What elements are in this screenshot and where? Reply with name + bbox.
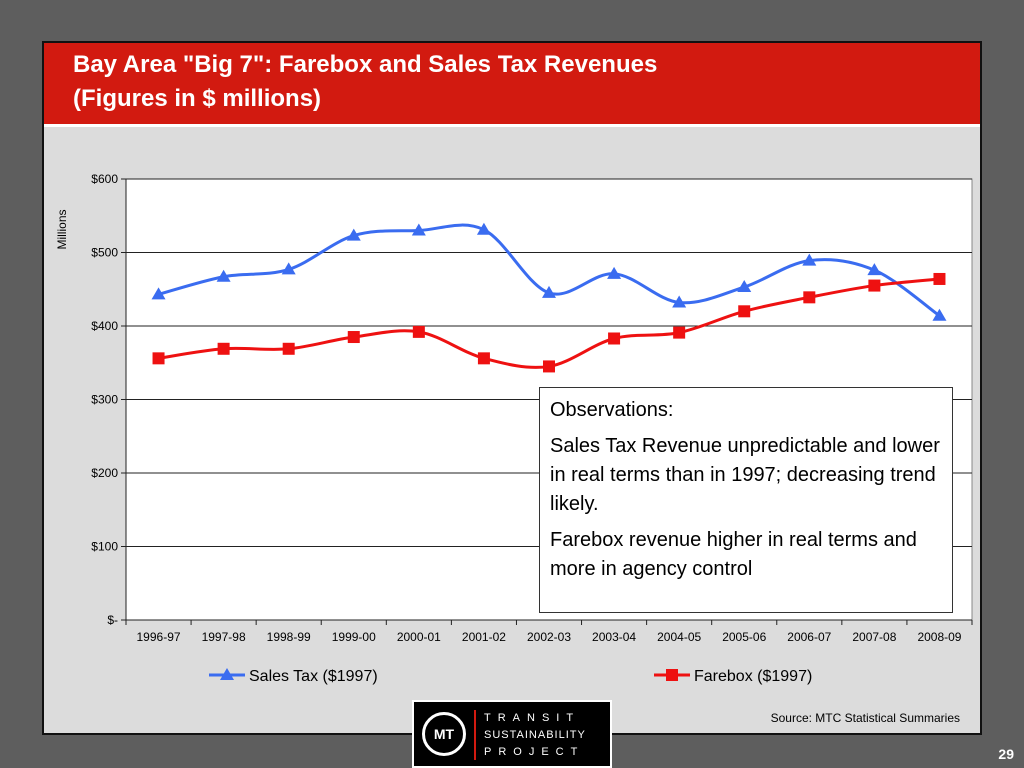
x-tick-label: 1998-99: [267, 630, 311, 644]
sales-tax-data-point: [346, 228, 361, 241]
x-tick-label: 2003-04: [592, 630, 636, 644]
slide-subtitle: (Figures in $ millions): [73, 85, 322, 112]
farebox-data-point: [152, 352, 165, 365]
sales-tax-data-point: [151, 287, 166, 300]
transit-sustainability-logo: MT TRANSIT SUSTAINABILITY PROJECT: [412, 700, 612, 768]
x-tick-label: 2001-02: [462, 630, 506, 644]
y-tick-label: $200: [91, 466, 118, 480]
logo-text-project: PROJECT: [484, 746, 585, 758]
x-tick-label: 2000-01: [397, 630, 441, 644]
sales-tax-data-point: [476, 222, 491, 235]
sales-tax-data-point: [737, 280, 752, 293]
farebox-data-point: [282, 342, 295, 355]
x-tick-label: 1999-00: [332, 630, 376, 644]
farebox-legend-marker: [666, 669, 678, 681]
x-tick-label: 1996-97: [137, 630, 181, 644]
farebox-data-point: [412, 325, 425, 338]
sales-tax-legend-marker: [220, 668, 234, 680]
slide-title: Bay Area "Big 7": Farebox and Sales Tax …: [73, 51, 658, 78]
source-note: Source: MTC Statistical Summaries: [770, 711, 960, 725]
farebox-data-point: [738, 305, 751, 318]
y-tick-label: $600: [91, 172, 118, 186]
sales-tax-data-point: [216, 269, 231, 282]
farebox-data-point: [933, 272, 946, 285]
farebox-data-point: [347, 331, 360, 344]
farebox-data-point: [608, 332, 621, 345]
x-tick-label: 2002-03: [527, 630, 571, 644]
sales-tax-data-point: [867, 263, 882, 276]
y-axis-label: Millions: [55, 209, 69, 249]
farebox-data-point: [543, 360, 555, 373]
sales-tax-data-point: [411, 223, 426, 236]
y-tick-label: $300: [91, 393, 118, 407]
page-number: 29: [998, 746, 1014, 762]
farebox-legend-label: Farebox ($1997): [694, 668, 812, 685]
observations-box: Observations: Sales Tax Revenue unpredic…: [539, 387, 953, 613]
observation-farebox: Farebox revenue higher in real terms and…: [550, 529, 917, 580]
y-tick-label: $-: [107, 613, 118, 627]
logo-mark-icon: MT: [422, 712, 466, 756]
logo-text-transit: TRANSIT: [484, 712, 581, 724]
x-tick-label: 2007-08: [852, 630, 896, 644]
sales-tax-data-point: [281, 262, 296, 275]
farebox-data-point: [217, 342, 230, 355]
farebox-data-point: [803, 291, 816, 304]
y-tick-label: $100: [91, 540, 118, 554]
observations-heading: Observations:: [550, 399, 674, 421]
sales-tax-legend-label: Sales Tax ($1997): [249, 668, 378, 685]
title-band: Bay Area "Big 7": Farebox and Sales Tax …: [44, 43, 980, 127]
sales-tax-data-point: [542, 285, 556, 298]
slide-frame: Bay Area "Big 7": Farebox and Sales Tax …: [42, 41, 982, 735]
x-tick-label: 2005-06: [722, 630, 766, 644]
y-tick-label: $400: [91, 319, 118, 333]
logo-text-sustainability: SUSTAINABILITY: [484, 729, 586, 741]
sales-tax-data-point: [672, 295, 687, 308]
x-tick-label: 2006-07: [787, 630, 831, 644]
x-tick-label: 1997-98: [202, 630, 246, 644]
x-tick-label: 2004-05: [657, 630, 701, 644]
y-tick-label: $500: [91, 246, 118, 260]
sales-tax-data-point: [802, 253, 817, 266]
farebox-data-point: [868, 279, 881, 292]
sales-tax-data-point: [932, 308, 947, 321]
x-tick-label: 2008-09: [917, 630, 961, 644]
farebox-data-point: [673, 326, 686, 339]
logo-divider: [474, 710, 476, 760]
sales-tax-data-point: [607, 266, 622, 279]
farebox-data-point: [477, 352, 490, 365]
observation-sales-tax: Sales Tax Revenue unpredictable and lowe…: [550, 435, 940, 515]
